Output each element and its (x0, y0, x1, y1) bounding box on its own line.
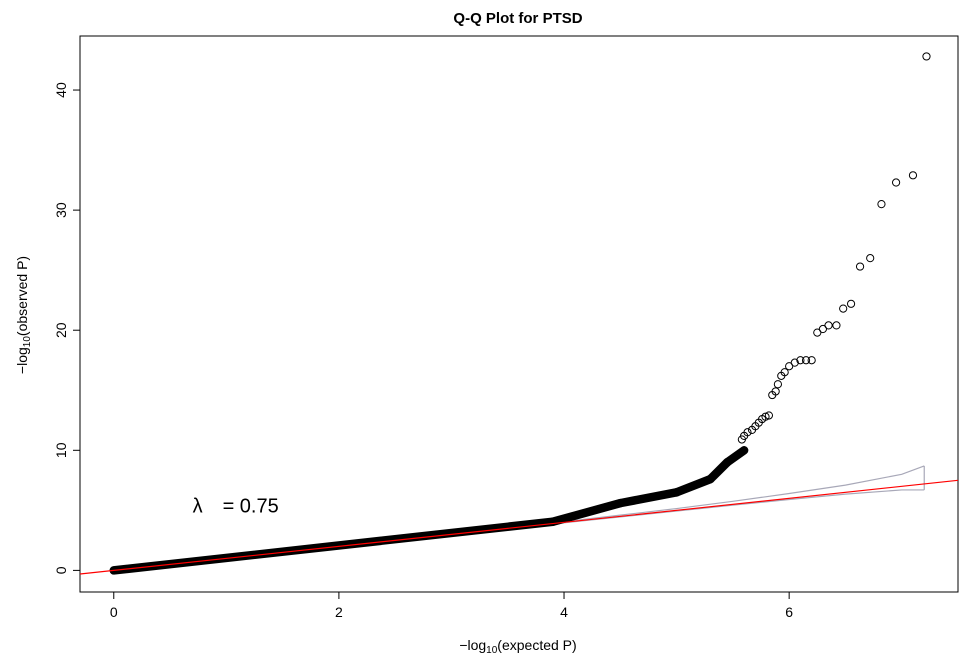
chart-title: Q-Q Plot for PTSD (453, 10, 582, 27)
qq-point (818, 324, 828, 334)
y-axis: 0 10 20 30 40 (53, 82, 80, 574)
dense-point-segment (722, 446, 749, 467)
x-tick-label: 4 (560, 604, 568, 620)
reference-line (80, 479, 958, 575)
dense-point-segment (672, 474, 715, 497)
lambda-annotation: λ = 0.75 (193, 496, 279, 518)
lambda-value: = 0.75 (223, 496, 279, 518)
qq-point (761, 412, 770, 421)
qq-point (877, 200, 886, 209)
qq-point (824, 321, 833, 330)
qq-point (855, 262, 865, 271)
qq-points (737, 52, 931, 444)
dense-point-segment (548, 498, 625, 526)
qq-point (743, 428, 752, 437)
qq-point (785, 362, 794, 371)
x-axis-label: −log10(expected P) (459, 637, 576, 656)
qq-point (846, 299, 856, 308)
qq-point (771, 387, 780, 396)
dense-point-segment (616, 488, 681, 508)
qq-point (807, 356, 816, 365)
qq-point (908, 171, 918, 180)
svg-text:−log10(expected P): −log10(expected P) (459, 637, 576, 656)
y-axis-label: −log10(observed P) (14, 256, 33, 374)
y-tick-label: 20 (53, 322, 69, 338)
x-tick-label: 2 (335, 604, 343, 620)
x-tick-label: 6 (785, 604, 793, 620)
y-tick-label: 40 (53, 82, 69, 98)
plot-frame (79, 35, 959, 593)
qq-point (790, 358, 799, 367)
lambda-symbol: λ (193, 496, 203, 518)
y-tick-label: 10 (53, 442, 69, 458)
x-axis: 0 2 4 6 (110, 592, 793, 620)
qq-point (796, 356, 805, 365)
qq-point (780, 368, 789, 377)
qq-point (813, 328, 822, 337)
svg-text:−log10(observed P): −log10(observed P) (14, 256, 33, 374)
qq-point (801, 356, 811, 365)
qq-point (839, 304, 848, 313)
qq-point (866, 254, 875, 263)
y-tick-label: 30 (53, 202, 69, 218)
qq-point (773, 380, 782, 389)
y-tick-label: 0 (53, 566, 69, 574)
qq-point (832, 321, 841, 330)
dense-points (109, 446, 749, 575)
x-tick-label: 0 (110, 604, 118, 620)
qq-point (922, 52, 931, 61)
qq-point (891, 178, 901, 187)
qq-point (764, 411, 773, 420)
